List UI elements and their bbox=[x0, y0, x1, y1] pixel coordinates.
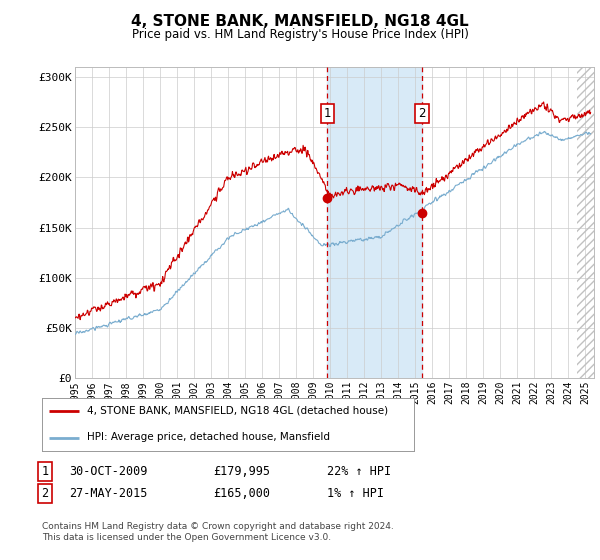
Text: 2: 2 bbox=[41, 487, 49, 501]
Text: 22% ↑ HPI: 22% ↑ HPI bbox=[327, 465, 391, 478]
Text: This data is licensed under the Open Government Licence v3.0.: This data is licensed under the Open Gov… bbox=[42, 533, 331, 542]
Text: 2: 2 bbox=[418, 108, 426, 120]
Text: 27-MAY-2015: 27-MAY-2015 bbox=[69, 487, 148, 501]
Bar bbox=[328, 67, 422, 378]
Bar bbox=[577, 67, 594, 378]
Bar bbox=[577, 67, 594, 378]
Text: 1: 1 bbox=[323, 108, 331, 120]
Text: 4, STONE BANK, MANSFIELD, NG18 4GL (detached house): 4, STONE BANK, MANSFIELD, NG18 4GL (deta… bbox=[86, 406, 388, 416]
Text: Price paid vs. HM Land Registry's House Price Index (HPI): Price paid vs. HM Land Registry's House … bbox=[131, 28, 469, 41]
Text: 4, STONE BANK, MANSFIELD, NG18 4GL: 4, STONE BANK, MANSFIELD, NG18 4GL bbox=[131, 14, 469, 29]
Text: Contains HM Land Registry data © Crown copyright and database right 2024.: Contains HM Land Registry data © Crown c… bbox=[42, 522, 394, 531]
Text: HPI: Average price, detached house, Mansfield: HPI: Average price, detached house, Mans… bbox=[86, 432, 329, 442]
Text: 1% ↑ HPI: 1% ↑ HPI bbox=[327, 487, 384, 501]
Text: 30-OCT-2009: 30-OCT-2009 bbox=[69, 465, 148, 478]
Text: 1: 1 bbox=[41, 465, 49, 478]
Text: £179,995: £179,995 bbox=[213, 465, 270, 478]
Text: £165,000: £165,000 bbox=[213, 487, 270, 501]
